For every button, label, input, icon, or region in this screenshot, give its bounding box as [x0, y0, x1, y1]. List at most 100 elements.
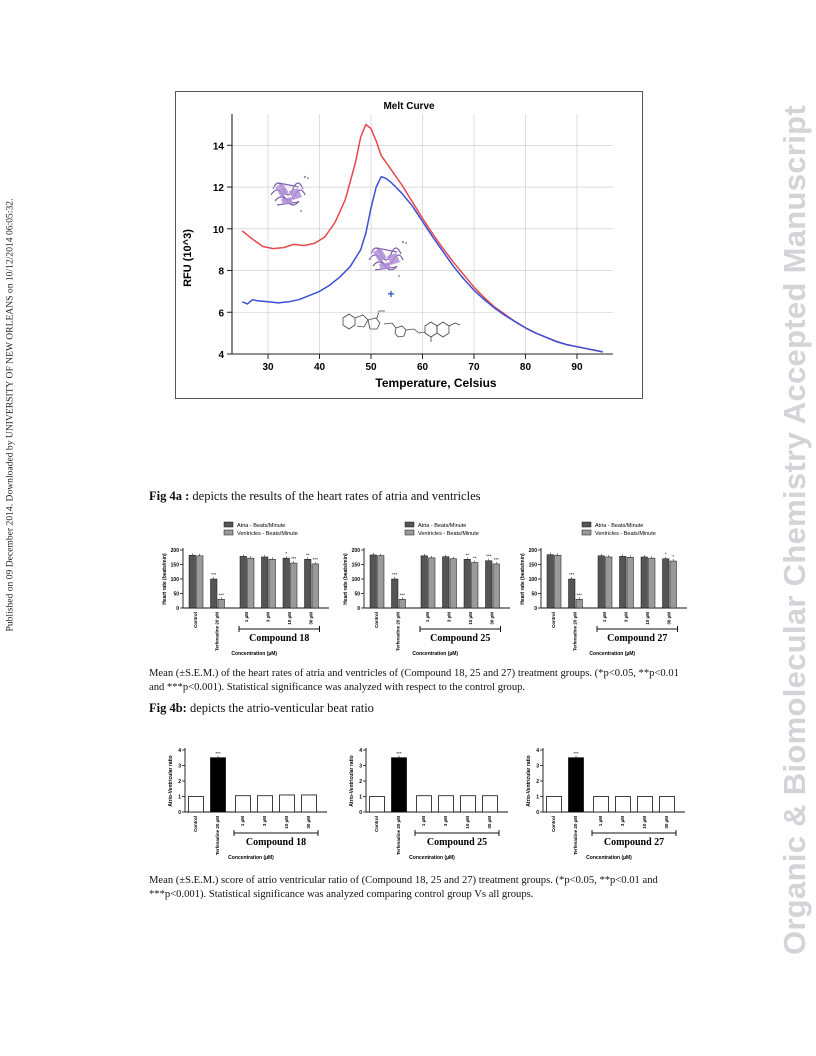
melt-y-axis-label: RFU (10^3): [182, 229, 194, 287]
watermark: Organic & Biomolecular Chemistry Accepte…: [774, 90, 816, 970]
category-label: Terfenadine 20 µM: [396, 816, 401, 855]
bar-ventricles: [605, 556, 613, 609]
melt-x-tick-label: 30: [262, 362, 274, 373]
melt-y-tick-label: 10: [213, 225, 225, 236]
category-label: Terfenadine 20 µM: [215, 816, 220, 855]
hr-y-axis-label: Heart rate (beats/min): [520, 553, 526, 605]
bar-ratio: [659, 796, 675, 813]
bar-atria: [261, 556, 269, 609]
fig4a-text: depicts the results of the heart rates o…: [189, 489, 481, 503]
significance-marker: ***: [494, 557, 500, 562]
bar-ratio: [615, 796, 631, 813]
fig4b-panel-compound-18: 4 3 2 1 0 Atrio-Ventricular ratio Control *** Te…: [149, 740, 334, 870]
legend-swatch-atria: [404, 521, 415, 528]
fig4b-chart-compound-18: 4 3 2 1 0 Atrio-Ventricular ratio Control *** Te…: [168, 748, 327, 861]
bar-ratio: [438, 795, 454, 813]
fig4b-chart-compound-25: 4 3 2 1 0 Atrio-Ventricular ratio Control *** Te…: [349, 748, 508, 861]
bar-ventricles: [268, 559, 276, 609]
bar-ratio: [416, 795, 432, 813]
category-label: Control: [551, 816, 556, 832]
category-label: 3 µM: [266, 612, 271, 622]
category-label: 30 µM: [667, 612, 672, 625]
category-label: Terfenadine 20 µM: [396, 612, 401, 651]
bar-ventricles: [377, 555, 385, 609]
bar-ventricles: [626, 557, 634, 609]
melt-x-tick-label: 60: [417, 362, 429, 373]
bar-ratio: [210, 757, 226, 813]
compound-bracket-label: Compound 27: [604, 837, 664, 848]
fig4b-caption: Mean (±S.E.M.) score of atrio ventricula…: [149, 875, 658, 900]
bar-ratio: [391, 757, 407, 813]
concentration-axis-label: Concentration (µM): [231, 651, 277, 657]
molecule-structure-icon: [342, 310, 461, 342]
concentration-axis-label: Concentration (µM): [589, 651, 635, 657]
ratio-y-tick-label: 4: [178, 748, 181, 754]
bar-atria: [304, 559, 312, 609]
significance-marker: ***: [291, 556, 297, 561]
significance-marker: **: [465, 552, 469, 557]
significance-marker: **: [306, 552, 310, 557]
hr-y-tick-label: 200: [529, 548, 538, 554]
hr-y-axis-label: Heart rate (beats/min): [343, 553, 349, 605]
fig4b-chart-compound-27: 4 3 2 1 0 Atrio-Ventricular ratio Control *** Te…: [526, 748, 685, 861]
category-label: 30 µM: [309, 612, 314, 625]
category-label: 1 µM: [602, 612, 607, 622]
category-label: 3 µM: [620, 816, 625, 826]
category-label: 1 µM: [421, 816, 426, 826]
bar-ratio: [279, 794, 295, 813]
bar-atria: [662, 558, 670, 609]
bar-ventricles: [554, 554, 562, 609]
category-label: Control: [374, 612, 379, 628]
watermark-text: Organic & Biomolecular Chemistry Accepte…: [777, 105, 812, 955]
bar-atria: [640, 556, 648, 609]
significance-marker: ***: [577, 592, 583, 597]
category-label: 10 µM: [645, 612, 650, 625]
bar-atria: [568, 578, 576, 609]
bar-ventricles: [398, 599, 406, 609]
bar-atria: [188, 554, 196, 609]
bar-ratio: [235, 795, 251, 813]
legend-label-ventricles: Ventricles - Beats/Minute: [595, 531, 656, 537]
bar-ventricles: [471, 562, 479, 609]
bar-ratio: [188, 796, 204, 813]
category-label: Control: [193, 612, 198, 628]
significance-marker: *: [665, 552, 667, 557]
fig4a-heading: Fig 4a : depicts the results of the hear…: [149, 489, 481, 504]
hr-y-tick-label: 0: [357, 606, 360, 612]
hr-y-tick-label: 200: [171, 548, 180, 554]
bar-atria: [546, 554, 554, 609]
ratio-y-axis-label: Atrio-Ventricular ratio: [168, 755, 174, 806]
category-label: 10 µM: [465, 816, 470, 829]
ratio-y-tick-label: 2: [178, 779, 181, 785]
melt-x-axis-label: Temperature, Celsius: [375, 376, 496, 390]
melt-x-tick-label: 70: [468, 362, 480, 373]
ratio-y-tick-label: 0: [536, 810, 539, 816]
significance-marker: *: [285, 551, 287, 556]
bar-atria: [282, 557, 290, 609]
significance-marker: ***: [486, 554, 492, 559]
side-note-text: Published on 09 December 2014. Downloade…: [4, 198, 16, 632]
ratio-y-tick-label: 2: [359, 779, 362, 785]
fig4a-panel-compound-27: Atria - Beats/Minute Ventricles - Beats/M…: [507, 518, 692, 664]
legend-label-atria: Atria - Beats/Minute: [237, 523, 285, 529]
bar-ventricles: [196, 555, 204, 609]
compound-bracket-label: Compound 27: [607, 633, 667, 644]
fig4b-panel-compound-27: 4 3 2 1 0 Atrio-Ventricular ratio Control *** Te…: [507, 740, 692, 870]
bar-atria: [210, 578, 218, 609]
category-label: 1 µM: [598, 816, 603, 826]
bar-atria: [391, 578, 399, 609]
legend-label-ventricles: Ventricles - Beats/Minute: [418, 531, 479, 537]
category-label: 1 µM: [240, 816, 245, 826]
bar-atria: [485, 560, 493, 609]
hr-y-tick-label: 100: [171, 577, 180, 583]
melt-y-tick-label: 6: [218, 308, 224, 319]
fig4a-panel-compound-25: Atria - Beats/Minute Ventricles - Beats/M…: [330, 518, 515, 664]
hr-y-tick-label: 150: [529, 563, 538, 569]
bar-ratio: [301, 794, 317, 813]
ratio-y-axis-label: Atrio-Ventricular ratio: [349, 755, 355, 806]
category-label: Terfenadine 20 µM: [573, 612, 578, 651]
ratio-y-tick-label: 1: [178, 795, 181, 801]
melt-chart-title: Melt Curve: [383, 101, 435, 112]
bar-atria: [369, 554, 377, 609]
melt-x-tick-label: 40: [314, 362, 326, 373]
